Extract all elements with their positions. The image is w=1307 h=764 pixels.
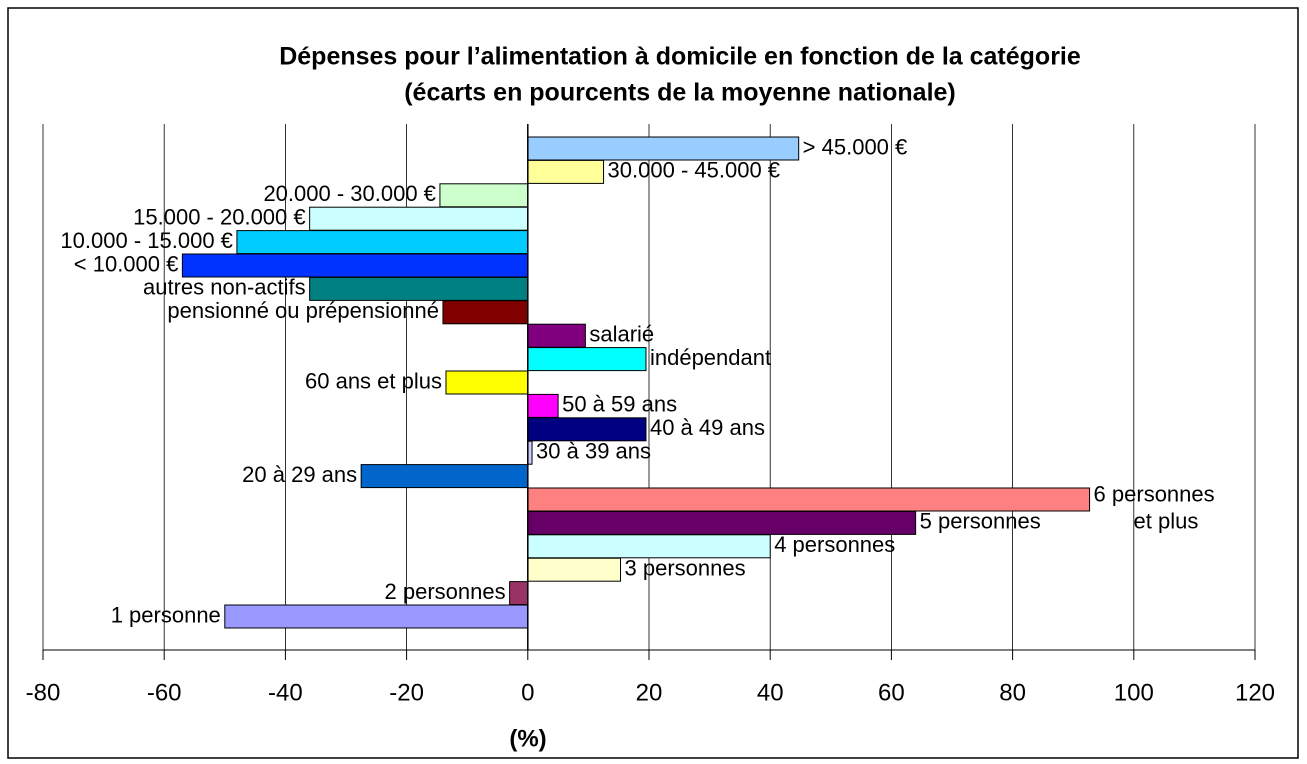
bar: [442, 300, 529, 325]
bar: [445, 370, 529, 395]
bar-label: 15.000 - 20.000 €: [133, 205, 305, 230]
bar-label: 5 personnes: [920, 509, 1041, 534]
bar: [236, 230, 529, 255]
bar: [527, 136, 800, 161]
x-tick-label: 80: [999, 679, 1026, 706]
bar-label: 30 à 39 ans: [536, 439, 651, 464]
bar: [360, 464, 529, 489]
bar-label: 6 personnes et plus: [1094, 481, 1215, 533]
x-tick-label: 40: [757, 679, 784, 706]
bar: [527, 487, 1091, 512]
x-tick-label: 120: [1235, 679, 1275, 706]
bar-label: 50 à 59 ans: [562, 392, 677, 417]
bar: [527, 347, 647, 372]
x-tick-label: -40: [268, 679, 303, 706]
x-axis-label: (%): [509, 725, 546, 752]
bar: [527, 393, 559, 418]
bar-label: 20.000 - 30.000 €: [263, 181, 435, 206]
x-tick-label: -60: [147, 679, 182, 706]
x-tick-label: -80: [26, 679, 61, 706]
bar: [509, 581, 529, 606]
bar: [309, 276, 529, 301]
bar-label: > 45.000 €: [803, 134, 908, 159]
bar: [527, 557, 622, 582]
bar-label: 60 ans et plus: [305, 368, 442, 393]
bar: [439, 183, 529, 208]
bar: [527, 323, 586, 348]
bar: [309, 206, 529, 231]
bar-label: 40 à 49 ans: [650, 415, 765, 440]
bar: [527, 417, 647, 442]
bar-label: 2 personnes: [385, 579, 506, 604]
bar-label: 10.000 - 15.000 €: [60, 228, 232, 253]
x-tick-label: -20: [389, 679, 424, 706]
bar-label: autres non-actifs: [143, 275, 306, 300]
bar: [527, 159, 605, 184]
bar: [527, 510, 917, 535]
x-tick-label: 100: [1114, 679, 1154, 706]
chart-title: Dépenses pour l’alimentation à domicile …: [279, 43, 1081, 71]
bar-label: 20 à 29 ans: [242, 462, 357, 487]
chart-subtitle: (écarts en pourcents de la moyenne natio…: [404, 79, 956, 107]
x-tick-label: 20: [636, 679, 663, 706]
bar-label: 1 personne: [111, 602, 221, 627]
bar-label: < 10.000 €: [74, 251, 179, 276]
bar-label: pensionné ou prépensionné: [167, 298, 439, 323]
bar-label: 4 personnes: [774, 532, 895, 557]
bar: [527, 534, 771, 559]
bar-label: 30.000 - 45.000 €: [608, 158, 780, 183]
chart-border: [7, 7, 1299, 759]
x-tick-label: 60: [878, 679, 905, 706]
bar-label: salarié: [589, 322, 654, 347]
bar: [224, 604, 529, 629]
x-tick-label: 0: [521, 679, 534, 706]
bar-label: 3 personnes: [625, 556, 746, 581]
bar: [181, 253, 529, 278]
bar-label: indépendant: [650, 345, 771, 370]
